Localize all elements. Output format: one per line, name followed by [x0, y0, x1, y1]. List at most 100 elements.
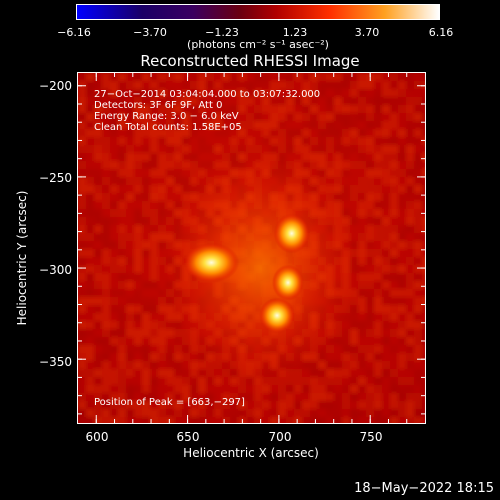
heatmap-cell [374, 409, 382, 417]
heatmap-cell [270, 81, 278, 89]
heatmap-cell [398, 225, 406, 233]
heatmap-cell [374, 289, 382, 297]
heatmap-cell [254, 137, 262, 145]
heatmap-cell [254, 153, 262, 161]
heatmap-cell [334, 185, 342, 193]
plot-frame [77, 72, 426, 424]
heatmap-cell [190, 113, 198, 121]
heatmap-cell [150, 153, 158, 161]
heatmap-cell [206, 137, 214, 145]
heatmap-cell [270, 113, 278, 121]
heatmap-cell [94, 105, 102, 113]
heatmap-cell [86, 257, 94, 265]
heatmap-cell [190, 353, 198, 361]
heatmap-cell [214, 73, 222, 81]
heatmap-cell [214, 409, 222, 417]
heatmap-cell [166, 89, 174, 97]
heatmap-cell [94, 233, 102, 241]
heatmap-cell [390, 81, 398, 89]
heatmap-cell [134, 81, 142, 89]
heatmap-cell [286, 81, 294, 89]
heatmap-cell [350, 129, 358, 137]
heatmap-cell [94, 225, 102, 233]
heatmap-cell [406, 105, 414, 113]
heatmap-cell [134, 201, 142, 209]
heatmap-cell [422, 369, 425, 377]
colorbar-tick-label: −3.70 [133, 26, 167, 39]
heatmap-cell [294, 401, 302, 409]
heatmap-cell [246, 73, 254, 81]
heatmap-cell [150, 73, 158, 81]
heatmap-cell [214, 153, 222, 161]
heatmap-cell [190, 417, 198, 423]
heatmap-cell [94, 209, 102, 217]
heatmap-cell [126, 129, 134, 137]
heatmap-cell [374, 321, 382, 329]
heatmap-cell [318, 153, 326, 161]
heatmap-cell [374, 241, 382, 249]
heatmap-cell [94, 409, 102, 417]
heatmap-cell [422, 353, 425, 361]
heatmap-cell [374, 297, 382, 305]
heatmap-cell [414, 121, 422, 129]
heatmap-cell [254, 145, 262, 153]
heatmap-cell [110, 73, 118, 81]
heatmap-cell [86, 241, 94, 249]
heatmap-cell [406, 185, 414, 193]
heatmap-cell [342, 313, 350, 321]
heatmap-cell [326, 153, 334, 161]
heatmap-cell [110, 161, 118, 169]
heatmap-cell [134, 297, 142, 305]
heatmap-cell [158, 409, 166, 417]
heatmap-cell [102, 137, 110, 145]
heatmap-cell [350, 297, 358, 305]
heatmap-cell [326, 145, 334, 153]
colorbar-units: (photons cm⁻² s⁻¹ asec⁻²) [187, 38, 329, 51]
heatmap-cell [350, 401, 358, 409]
heatmap-cell [118, 257, 126, 265]
heatmap-cell [190, 137, 198, 145]
heatmap-cell [174, 113, 182, 121]
heatmap-cell [358, 89, 366, 97]
heatmap-cell [414, 329, 422, 337]
heatmap-cell [102, 361, 110, 369]
heatmap-cell [350, 145, 358, 153]
heatmap-cell [414, 289, 422, 297]
heatmap-cell [382, 209, 390, 217]
heatmap-cell [358, 249, 366, 257]
heatmap-cell [110, 121, 118, 129]
heatmap-cell [302, 89, 310, 97]
heatmap-cell [174, 201, 182, 209]
heatmap-cell [254, 129, 262, 137]
heatmap-cell [126, 385, 134, 393]
heatmap-cell [358, 73, 366, 81]
y-axis-label: Heliocentric Y (arcsec) [15, 190, 29, 326]
heatmap-cell [198, 369, 206, 377]
heatmap-cell [158, 297, 166, 305]
heatmap-cell [342, 393, 350, 401]
heatmap-cell [102, 193, 110, 201]
heatmap-cell [78, 305, 86, 313]
heatmap-cell [398, 105, 406, 113]
colorbar-tick-label: 6.16 [428, 26, 454, 39]
heatmap-cell [78, 161, 86, 169]
heatmap-cell [334, 169, 342, 177]
heatmap-cell [182, 393, 190, 401]
heatmap-cell [390, 329, 398, 337]
heatmap-cell [126, 361, 134, 369]
heatmap-cell [86, 145, 94, 153]
heatmap-cell [326, 73, 334, 81]
heatmap-cell [78, 417, 86, 423]
heatmap-cell [158, 393, 166, 401]
heatmap-cell [398, 193, 406, 201]
heatmap-cell [198, 393, 206, 401]
heatmap-cell [206, 121, 214, 129]
heatmap-cell [350, 361, 358, 369]
heatmap-cell [166, 401, 174, 409]
heatmap-cell [102, 305, 110, 313]
heatmap-cell [366, 297, 374, 305]
heatmap-cell [294, 385, 302, 393]
heatmap-cell [182, 113, 190, 121]
heatmap-cell [358, 265, 366, 273]
heatmap-cell [110, 353, 118, 361]
